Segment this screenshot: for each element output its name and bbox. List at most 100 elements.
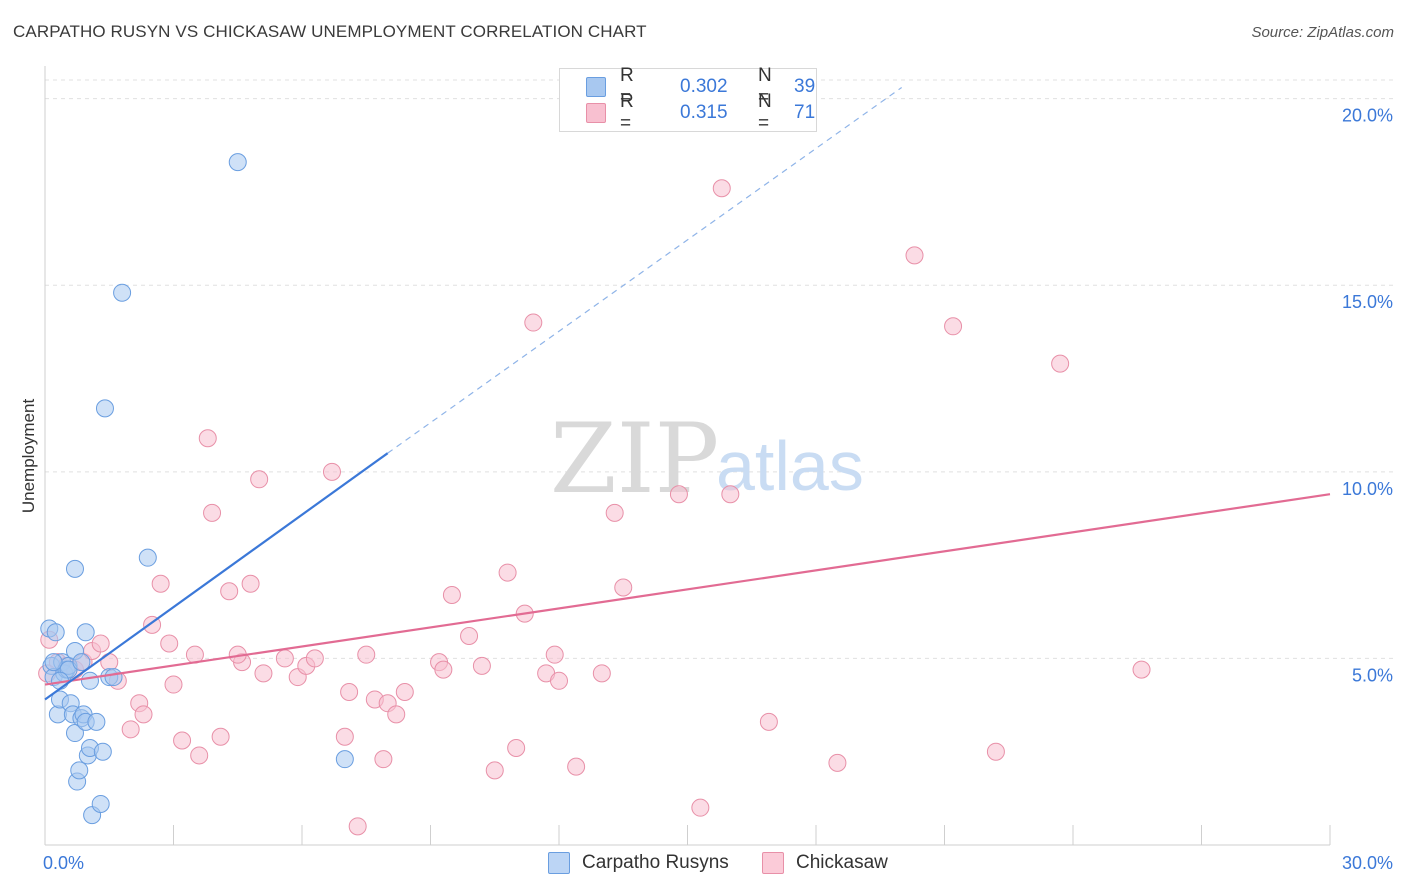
axes	[44, 66, 1331, 846]
carpatho-point	[76, 623, 95, 642]
legend: R = 0.302 N = 39 R = 0.315 N = 71	[559, 65, 817, 134]
carpatho-point	[91, 794, 110, 813]
bottom-legend-label: Carpatho Rusyns	[582, 852, 729, 873]
chickasaw-point	[357, 645, 376, 664]
chickasaw-point	[211, 727, 230, 746]
chickasaw-point	[387, 705, 406, 724]
carpatho-trend-extension	[387, 86, 903, 454]
carpatho-point	[87, 712, 106, 731]
chickasaw-point	[374, 750, 393, 769]
chickasaw-point	[605, 503, 624, 522]
chickasaw-point	[986, 742, 1005, 761]
x-tick-label: 30.0%	[1342, 853, 1393, 873]
carpatho-point	[138, 548, 157, 567]
chickasaw-point	[173, 731, 192, 750]
chickasaw-point	[151, 574, 170, 593]
chickasaw-point	[335, 727, 354, 746]
legend-r-value: 0.302	[680, 76, 728, 97]
x-tick-label: 0.0%	[43, 853, 84, 873]
chickasaw-trend-line	[44, 493, 1331, 686]
legend-n-label: N =	[758, 91, 772, 134]
chickasaw-point	[322, 462, 341, 481]
chickasaw-point	[348, 817, 367, 836]
chickasaw-point	[545, 645, 564, 664]
chickasaw-point	[190, 746, 209, 765]
bottom-legend-carpatho: Carpatho Rusyns	[548, 852, 729, 874]
chickasaw-point	[614, 578, 633, 597]
legend-swatch-chickasaw	[586, 103, 606, 123]
chickasaw-point	[442, 585, 461, 604]
chickasaw-point	[691, 798, 710, 817]
y-axis-label: Unemployment	[19, 399, 38, 514]
legend-n-label: N =	[758, 65, 772, 108]
chickasaw-point	[250, 470, 269, 489]
legend-n-value: 71	[794, 102, 816, 123]
chickasaw-point	[507, 738, 526, 757]
legend-swatch-carpatho	[586, 77, 606, 97]
chickasaw-point	[712, 179, 731, 198]
y-tick-label: 15.0%	[1342, 292, 1393, 312]
trend-lines	[44, 86, 1331, 701]
carpatho-trend-line	[44, 452, 389, 701]
chickasaw-point	[485, 761, 504, 780]
chickasaw-point	[340, 683, 359, 701]
chickasaw-point	[160, 634, 179, 653]
chickasaw-point	[905, 246, 924, 265]
chickasaw-point	[550, 671, 568, 690]
chickasaw-point	[669, 485, 688, 504]
bottom-legend-chickasaw: Chickasaw	[762, 852, 888, 874]
series-carpatho-rusyns	[40, 153, 354, 825]
legend-r-label: R =	[620, 65, 634, 108]
chickasaw-point	[275, 649, 294, 668]
chickasaw-point	[759, 712, 778, 731]
chickasaw-point	[460, 627, 479, 646]
chickasaw-point	[203, 503, 222, 522]
chickasaw-point	[472, 656, 491, 675]
carpatho-point	[65, 559, 84, 578]
carpatho-point	[95, 399, 114, 418]
gridlines	[45, 79, 1395, 659]
y-tick-label: 10.0%	[1342, 479, 1393, 499]
carpatho-point	[72, 653, 91, 672]
carpatho-point	[70, 761, 89, 780]
chickasaw-point	[1051, 354, 1070, 373]
carpatho-point	[65, 724, 84, 743]
bottom-legend-swatch-chickasaw	[762, 852, 784, 874]
chickasaw-point	[164, 675, 183, 694]
watermark-zip: ZIP	[550, 403, 719, 515]
bottom-legend-swatch-carpatho	[548, 852, 570, 874]
carpatho-point	[44, 653, 63, 672]
chickasaw-point	[305, 649, 324, 668]
chickasaw-point	[498, 563, 517, 582]
carpatho-point	[113, 283, 132, 302]
chickasaw-point	[567, 757, 586, 776]
tick-labels: 5.0% 10.0% 15.0% 20.0% 0.0% 30.0%	[43, 106, 1393, 873]
carpatho-point	[228, 153, 247, 172]
chickasaw-point	[198, 429, 217, 448]
chickasaw-point	[434, 660, 453, 679]
chickasaw-point	[592, 664, 611, 683]
chickasaw-point	[828, 753, 847, 772]
chickasaw-point	[395, 683, 414, 701]
chickasaw-point	[944, 317, 963, 336]
legend-n-value: 39	[794, 76, 816, 97]
chickasaw-point	[134, 705, 153, 724]
carpatho-point	[93, 742, 112, 761]
carpatho-point	[46, 623, 65, 642]
y-tick-label: 5.0%	[1352, 665, 1393, 685]
source-label: Source: ZipAtlas.com	[1251, 24, 1394, 41]
y-tick-label: 20.0%	[1342, 106, 1393, 126]
carpatho-point	[80, 671, 99, 690]
legend-r-label: R =	[620, 91, 634, 134]
chickasaw-point	[524, 313, 543, 332]
chickasaw-point	[121, 720, 140, 739]
chickasaw-point	[91, 634, 110, 653]
chickasaw-point	[721, 485, 740, 504]
watermark-atlas: atlas	[716, 427, 864, 505]
chickasaw-point	[254, 664, 273, 683]
chickasaw-point	[241, 574, 260, 593]
legend-r-value: 0.315	[680, 102, 728, 123]
bottom-legend-label: Chickasaw	[796, 852, 888, 873]
carpatho-point	[335, 750, 354, 769]
